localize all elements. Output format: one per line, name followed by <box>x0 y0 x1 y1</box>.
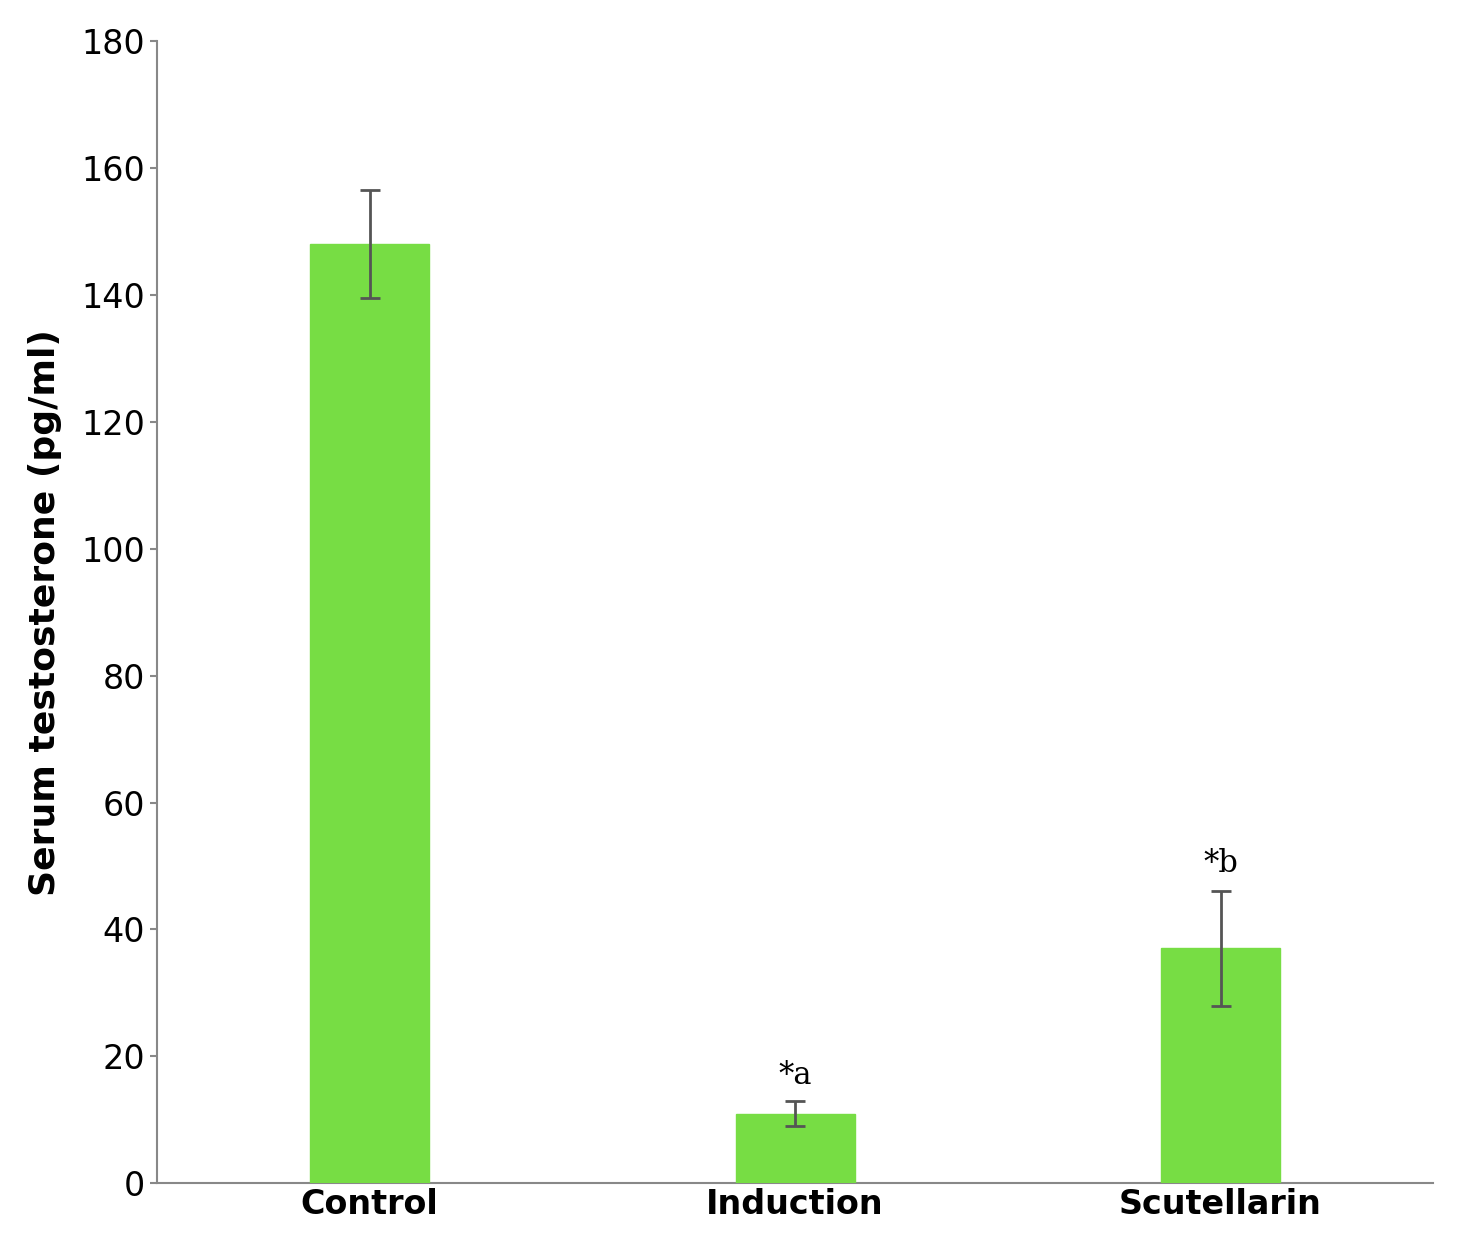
Text: *a: *a <box>779 1060 812 1092</box>
Text: *b: *b <box>1202 848 1237 879</box>
Bar <box>310 244 430 1183</box>
Bar <box>1161 948 1280 1183</box>
Bar <box>735 1114 855 1183</box>
Y-axis label: Serum testosterone (pg/ml): Serum testosterone (pg/ml) <box>28 328 61 896</box>
